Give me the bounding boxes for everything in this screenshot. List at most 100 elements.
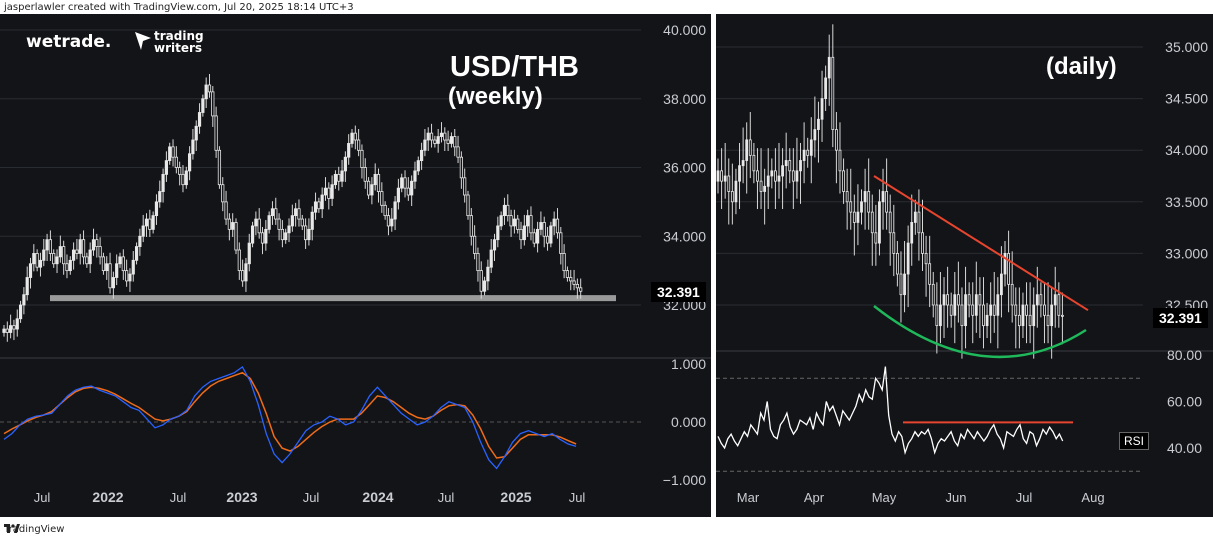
time-axis-label: 2024	[362, 489, 393, 505]
daily-candle	[745, 139, 749, 161]
weekly-candle	[479, 270, 483, 292]
weekly-candle	[572, 280, 576, 285]
weekly-candle	[144, 218, 149, 227]
time-axis-label: Jul	[170, 490, 187, 505]
rounding-bottom-curve	[873, 305, 1087, 359]
weekly-candle	[386, 215, 391, 227]
rsi-axis-label: 40.00	[1167, 440, 1202, 456]
weekly-candle	[148, 218, 152, 230]
weekly-chart-panel[interactable]: 40.000 38.000 36.000 34.000 32.000 1.000 0.000…	[0, 14, 711, 517]
weekly-candle	[476, 253, 480, 272]
weekly-candle	[502, 204, 507, 217]
daily-candle	[759, 180, 763, 192]
weekly-candle	[231, 222, 235, 230]
weekly-candle	[552, 218, 556, 227]
weekly-last-price-tag: 32.391	[651, 282, 706, 302]
weekly-candle	[446, 139, 450, 144]
weekly-candle	[105, 263, 109, 272]
weekly-candle	[350, 132, 354, 144]
weekly-candle	[134, 246, 139, 261]
weekly-candle	[320, 194, 324, 210]
weekly-candle	[453, 136, 457, 148]
weekly-candle	[423, 139, 427, 151]
weekly-candle	[25, 277, 29, 296]
daily-candle	[906, 242, 910, 275]
weekly-candle	[95, 239, 99, 247]
daily-candle	[849, 201, 853, 213]
daily-chart-svg[interactable]: 35.00034.50034.00033.50033.00032.50080.0…	[716, 14, 1213, 517]
weekly-candle	[426, 132, 430, 141]
weekly-candle	[373, 173, 377, 186]
weekly-candle	[101, 256, 106, 272]
daily-candle	[888, 211, 892, 234]
weekly-candle	[294, 208, 298, 217]
weekly-candle	[138, 235, 142, 247]
price-axis-label: 34.000	[663, 228, 706, 244]
daily-candle	[967, 294, 971, 306]
weekly-candle	[400, 177, 404, 189]
weekly-candle	[187, 153, 192, 172]
weekly-candle	[562, 253, 566, 272]
daily-candle	[924, 252, 928, 265]
weekly-candle	[45, 239, 49, 251]
daily-candle	[723, 175, 727, 182]
chart-credit: jasperlawler created with TradingView.co…	[4, 2, 354, 13]
weekly-candle	[78, 239, 82, 254]
weekly-candle	[197, 112, 202, 127]
weekly-candle	[131, 259, 135, 275]
weekly-candle	[549, 225, 553, 244]
weekly-candle	[526, 215, 530, 227]
weekly-candle	[194, 125, 198, 141]
daily-candle	[752, 154, 756, 172]
weekly-candle	[217, 149, 222, 186]
daily-candle	[1021, 304, 1025, 327]
daily-candle	[741, 160, 745, 167]
daily-candle	[788, 160, 792, 172]
daily-candle	[960, 304, 964, 327]
weekly-candle	[15, 318, 19, 330]
weekly-candle	[486, 266, 490, 282]
wetrade-logo: wetrade.	[26, 32, 112, 52]
daily-candle	[1014, 304, 1018, 316]
daily-chart-panel[interactable]: 35.000 34.500 34.000 33.500 33.000 32.500 80.0…	[716, 14, 1213, 517]
weekly-candle	[575, 283, 579, 289]
daily-candle	[824, 77, 828, 99]
time-axis-label: 2023	[226, 489, 257, 505]
daily-candle	[831, 56, 835, 130]
daily-candle	[813, 129, 817, 141]
daily-candle	[1032, 304, 1036, 327]
weekly-candle	[449, 136, 454, 144]
daily-candle	[720, 170, 723, 182]
weekly-candle	[121, 256, 125, 272]
weekly-candle	[555, 218, 560, 234]
daily-candle	[716, 170, 720, 182]
weekly-candle	[327, 187, 331, 199]
daily-candle	[1007, 252, 1010, 285]
weekly-candle	[35, 253, 39, 268]
rsi-axis-label: 60.00	[1167, 394, 1202, 410]
weekly-candle	[406, 187, 410, 196]
indicator-axis-label: 1.000	[671, 356, 706, 372]
daily-candle	[845, 191, 849, 203]
weekly-candle	[565, 270, 570, 278]
weekly-candle	[254, 218, 258, 227]
weekly-candle	[463, 177, 467, 196]
daily-candle	[939, 304, 942, 327]
price-axis-label: 40.000	[663, 22, 706, 38]
weekly-candle	[310, 211, 314, 230]
weekly-candle	[224, 201, 228, 220]
time-axis-label: 2022	[92, 489, 123, 505]
weekly-candle	[201, 98, 205, 113]
weekly-candle	[343, 156, 347, 172]
weekly-candle	[489, 249, 493, 268]
daily-candle	[827, 56, 831, 79]
indicator-fast-line	[3, 365, 577, 470]
weekly-candle	[436, 136, 440, 144]
daily-candle	[863, 191, 867, 203]
weekly-candle	[125, 270, 129, 282]
weekly-chart-svg[interactable]: 40.00038.00036.00034.00032.0001.0000.000…	[0, 14, 711, 517]
weekly-candle	[58, 246, 62, 258]
weekly-candle	[506, 204, 510, 217]
daily-candle	[834, 129, 838, 151]
weekly-candle	[75, 249, 79, 254]
